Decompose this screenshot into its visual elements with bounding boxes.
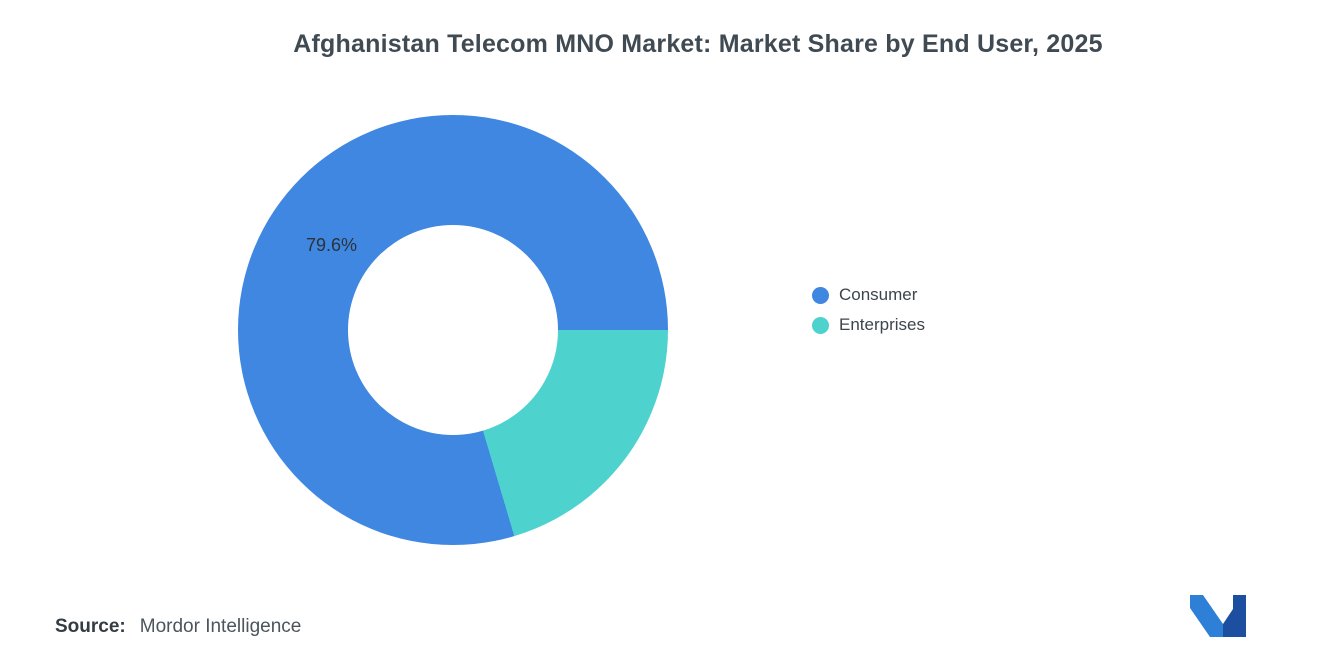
mordor-intelligence-logo <box>1190 595 1246 637</box>
legend-label: Enterprises <box>839 315 925 334</box>
slice-label-consumer: 79.6% <box>306 235 358 255</box>
legend-label: Consumer <box>839 285 918 304</box>
legend-marker <box>812 286 829 304</box>
chart-title: Afghanistan Telecom MNO Market: Market S… <box>293 30 1103 58</box>
source-line: Source: Mordor Intelligence <box>55 616 301 638</box>
legend-item-enterprises[interactable]: Enterprises <box>812 315 925 335</box>
donut-hole <box>348 225 558 435</box>
source-value: Mordor Intelligence <box>139 616 302 637</box>
donut-chart: 79.6% <box>238 115 668 545</box>
source-label: Source: <box>55 616 126 637</box>
legend: Consumer Enterprises <box>812 285 925 335</box>
legend-marker <box>812 316 829 334</box>
legend-item-consumer[interactable]: Consumer <box>812 285 925 305</box>
